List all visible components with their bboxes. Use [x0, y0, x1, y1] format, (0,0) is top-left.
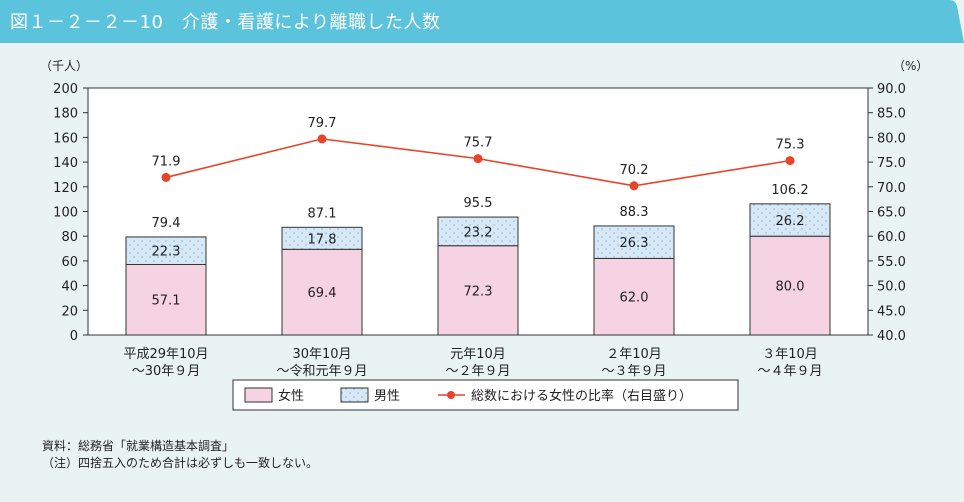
- legend-swatch-female: [244, 387, 273, 403]
- right-tick-label: 60.0: [877, 230, 906, 245]
- right-axis-label: （%）: [893, 59, 928, 73]
- left-tick-label: 60: [61, 255, 78, 270]
- total-value-label: 79.4: [152, 216, 181, 231]
- category-label: ～３年９月: [601, 364, 666, 379]
- left-tick-label: 200: [53, 82, 78, 97]
- category-label: ～４年９月: [757, 364, 822, 379]
- left-tick-label: 0: [70, 329, 78, 344]
- male-value-label: 23.2: [464, 225, 493, 240]
- category-label: 平成29年10月: [123, 347, 208, 362]
- ratio-value-label: 75.3: [776, 138, 805, 153]
- category-label: ～２年９月: [445, 364, 510, 379]
- female-value-label: 69.4: [308, 286, 337, 301]
- female-value-label: 72.3: [464, 284, 493, 299]
- male-value-label: 22.3: [152, 245, 181, 260]
- source-note: 資料：総務省「就業構造基本調査」: [42, 439, 235, 453]
- right-tick-label: 70.0: [877, 181, 906, 196]
- right-tick-label: 75.0: [877, 156, 906, 171]
- bar-male: [125, 236, 207, 265]
- bar-male: [437, 216, 519, 247]
- figure-title: 図１－２－２－10 介護・看護により離職した人数: [10, 12, 441, 33]
- left-tick-label: 160: [53, 131, 78, 146]
- female-value-label: 62.0: [620, 291, 649, 306]
- ratio-point: [473, 154, 483, 164]
- left-tick-label: 100: [53, 206, 78, 221]
- left-tick-label: 40: [61, 280, 78, 295]
- ratio-point: [161, 172, 171, 182]
- total-value-label: 87.1: [308, 206, 337, 221]
- legend-swatch-point: [447, 391, 455, 399]
- male-value-label: 17.8: [308, 232, 337, 247]
- total-value-label: 95.5: [464, 196, 493, 211]
- ratio-value-label: 75.7: [464, 136, 493, 151]
- category-label: 30年10月: [292, 347, 351, 362]
- bar-male: [281, 226, 363, 250]
- legend-label-ratio: 総数における女性の比率（右目盛り）: [471, 388, 692, 404]
- total-value-label: 88.3: [620, 205, 649, 220]
- left-tick-label: 120: [53, 181, 78, 196]
- left-tick-label: 20: [61, 304, 78, 319]
- right-tick-label: 80.0: [877, 131, 906, 146]
- header-banner: [0, 0, 964, 43]
- right-tick-label: 45.0: [877, 304, 906, 319]
- bar-female: [281, 248, 363, 336]
- ratio-value-label: 71.9: [152, 154, 181, 169]
- legend-label-male: 男性: [374, 389, 400, 404]
- male-value-label: 26.3: [620, 236, 649, 251]
- right-tick-label: 50.0: [877, 280, 906, 295]
- footnote: （注）四捨五入のため合計は必ずしも一致しない。: [42, 456, 319, 470]
- category-label: ３年10月: [762, 347, 818, 362]
- bar-female: [125, 263, 207, 336]
- male-value-label: 26.2: [776, 214, 805, 229]
- category-label: ～30年９月: [132, 364, 201, 379]
- legend-swatch-male: [340, 387, 369, 403]
- left-tick-label: 180: [53, 107, 78, 122]
- bar-female: [749, 235, 831, 336]
- ratio-point: [317, 134, 327, 144]
- right-tick-label: 55.0: [877, 255, 906, 270]
- bar-male: [749, 203, 831, 237]
- category-label: ～令和元年９月: [276, 364, 367, 379]
- legend-box: [232, 379, 739, 411]
- left-tick-label: 80: [61, 230, 78, 245]
- category-label: 元年10月: [450, 347, 506, 362]
- right-tick-label: 90.0: [877, 82, 906, 97]
- bar-male: [593, 225, 675, 259]
- left-axis-label: （千人）: [40, 59, 88, 73]
- right-tick-label: 85.0: [877, 107, 906, 122]
- ratio-point: [629, 181, 639, 191]
- ratio-point: [785, 156, 795, 166]
- ratio-value-label: 79.7: [308, 116, 337, 131]
- category-label: ２年10月: [606, 347, 662, 362]
- legend-label-female: 女性: [278, 388, 304, 404]
- total-value-label: 106.2: [771, 183, 808, 198]
- chart: 0 20 40 60 80 100 120 140 160 180 200 40.0 45.0 50.0 5…: [40, 59, 928, 411]
- right-tick-label: 65.0: [877, 206, 906, 221]
- right-tick-label: 40.0: [877, 329, 906, 344]
- female-value-label: 80.0: [776, 280, 805, 295]
- female-value-label: 57.1: [152, 294, 181, 309]
- left-tick-label: 140: [53, 156, 78, 171]
- bar-female: [593, 257, 675, 336]
- ratio-value-label: 70.2: [620, 163, 649, 178]
